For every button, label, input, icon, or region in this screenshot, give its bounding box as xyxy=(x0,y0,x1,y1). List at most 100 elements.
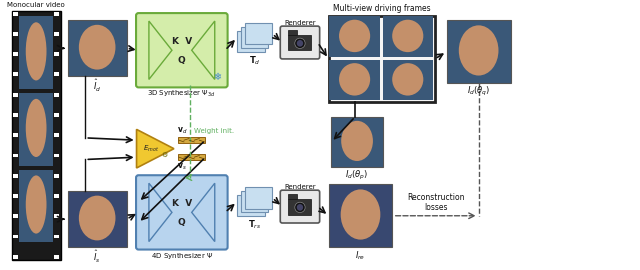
Bar xyxy=(54,113,59,117)
Ellipse shape xyxy=(26,99,47,157)
Bar xyxy=(289,30,296,35)
Ellipse shape xyxy=(79,196,115,240)
Bar xyxy=(54,133,59,137)
Ellipse shape xyxy=(26,22,47,80)
Ellipse shape xyxy=(340,190,380,239)
Ellipse shape xyxy=(295,202,305,212)
Polygon shape xyxy=(149,183,172,242)
Bar xyxy=(383,60,433,100)
Text: Renderer: Renderer xyxy=(284,20,316,26)
Bar xyxy=(178,154,205,160)
Text: K  V: K V xyxy=(172,37,192,46)
Bar xyxy=(13,113,19,117)
Bar xyxy=(13,174,19,178)
Bar xyxy=(13,235,19,238)
Text: ⚙: ⚙ xyxy=(161,152,167,158)
Bar xyxy=(330,16,380,57)
Bar xyxy=(13,12,19,15)
Bar xyxy=(54,12,59,15)
Bar xyxy=(241,27,268,48)
Bar xyxy=(54,32,59,36)
Bar xyxy=(289,199,312,215)
FancyBboxPatch shape xyxy=(280,26,319,59)
Bar xyxy=(241,191,268,212)
Bar xyxy=(54,93,59,97)
Polygon shape xyxy=(192,21,215,79)
Bar xyxy=(54,255,59,259)
Text: Reconstruction
losses: Reconstruction losses xyxy=(407,193,464,212)
Bar xyxy=(289,35,312,50)
Polygon shape xyxy=(136,129,174,168)
Bar xyxy=(383,16,433,57)
Bar xyxy=(19,16,53,89)
Bar xyxy=(54,235,59,238)
Ellipse shape xyxy=(79,25,115,70)
Text: Monocular video: Monocular video xyxy=(7,2,65,8)
Bar xyxy=(328,184,392,247)
Polygon shape xyxy=(149,21,172,79)
Bar xyxy=(13,133,19,137)
Bar xyxy=(19,93,53,166)
Bar xyxy=(13,255,19,259)
Bar xyxy=(13,32,19,36)
Bar xyxy=(54,214,59,218)
Text: Weight init.: Weight init. xyxy=(195,128,234,134)
Text: $I_{re}$: $I_{re}$ xyxy=(355,249,365,262)
Bar xyxy=(332,117,383,167)
Ellipse shape xyxy=(459,25,499,76)
Bar xyxy=(178,137,205,143)
Text: $I_d(\theta_p)$: $I_d(\theta_p)$ xyxy=(346,169,369,182)
FancyBboxPatch shape xyxy=(328,15,435,102)
Ellipse shape xyxy=(297,40,303,47)
Bar xyxy=(13,214,19,218)
Text: $\mathbf{v}_s$: $\mathbf{v}_s$ xyxy=(177,161,187,171)
Bar xyxy=(54,72,59,76)
Bar xyxy=(12,11,61,260)
Bar xyxy=(245,23,273,45)
FancyBboxPatch shape xyxy=(280,190,319,223)
Bar xyxy=(13,52,19,56)
Ellipse shape xyxy=(392,63,423,96)
Ellipse shape xyxy=(339,63,370,96)
Bar xyxy=(13,72,19,76)
Bar xyxy=(54,154,59,157)
Bar xyxy=(54,194,59,198)
Bar xyxy=(68,20,127,76)
Text: $\mathbf{v}_d$: $\mathbf{v}_d$ xyxy=(177,126,188,136)
Bar xyxy=(68,191,127,247)
Bar xyxy=(289,194,296,199)
Bar xyxy=(237,31,264,52)
Bar xyxy=(330,60,380,100)
Text: Q: Q xyxy=(178,56,186,65)
Text: $I_d(\theta_q)$: $I_d(\theta_q)$ xyxy=(467,85,490,98)
Bar xyxy=(447,20,511,83)
Text: ❄: ❄ xyxy=(213,72,221,82)
Text: Multi-view driving frames: Multi-view driving frames xyxy=(333,4,431,13)
Text: 4D Synthesizer $\Psi$: 4D Synthesizer $\Psi$ xyxy=(150,251,213,261)
Text: $E_{mot}$: $E_{mot}$ xyxy=(143,144,159,154)
Bar xyxy=(19,170,53,242)
Ellipse shape xyxy=(339,20,370,52)
Text: Renderer: Renderer xyxy=(284,184,316,190)
Bar xyxy=(54,174,59,178)
Bar xyxy=(54,52,59,56)
Ellipse shape xyxy=(295,38,305,49)
Text: $\hat{I}_d$: $\hat{I}_d$ xyxy=(93,78,101,94)
Bar xyxy=(13,194,19,198)
Bar xyxy=(13,154,19,157)
Text: 3D Synthesizer $\Psi_{3d}$: 3D Synthesizer $\Psi_{3d}$ xyxy=(147,89,216,99)
Text: K  V: K V xyxy=(172,199,192,208)
FancyBboxPatch shape xyxy=(136,13,228,87)
Ellipse shape xyxy=(26,176,47,234)
Text: $\hat{I}_s$: $\hat{I}_s$ xyxy=(93,249,101,265)
Bar xyxy=(13,93,19,97)
FancyBboxPatch shape xyxy=(136,175,228,249)
Text: Q: Q xyxy=(178,218,186,227)
Ellipse shape xyxy=(297,204,303,211)
Bar xyxy=(237,195,264,216)
Text: $\mathbf{T}_d$: $\mathbf{T}_d$ xyxy=(249,54,260,67)
Polygon shape xyxy=(192,183,215,242)
Text: $\mathbf{T}_{rs}$: $\mathbf{T}_{rs}$ xyxy=(248,218,261,231)
Bar xyxy=(245,187,273,208)
Ellipse shape xyxy=(341,121,373,161)
